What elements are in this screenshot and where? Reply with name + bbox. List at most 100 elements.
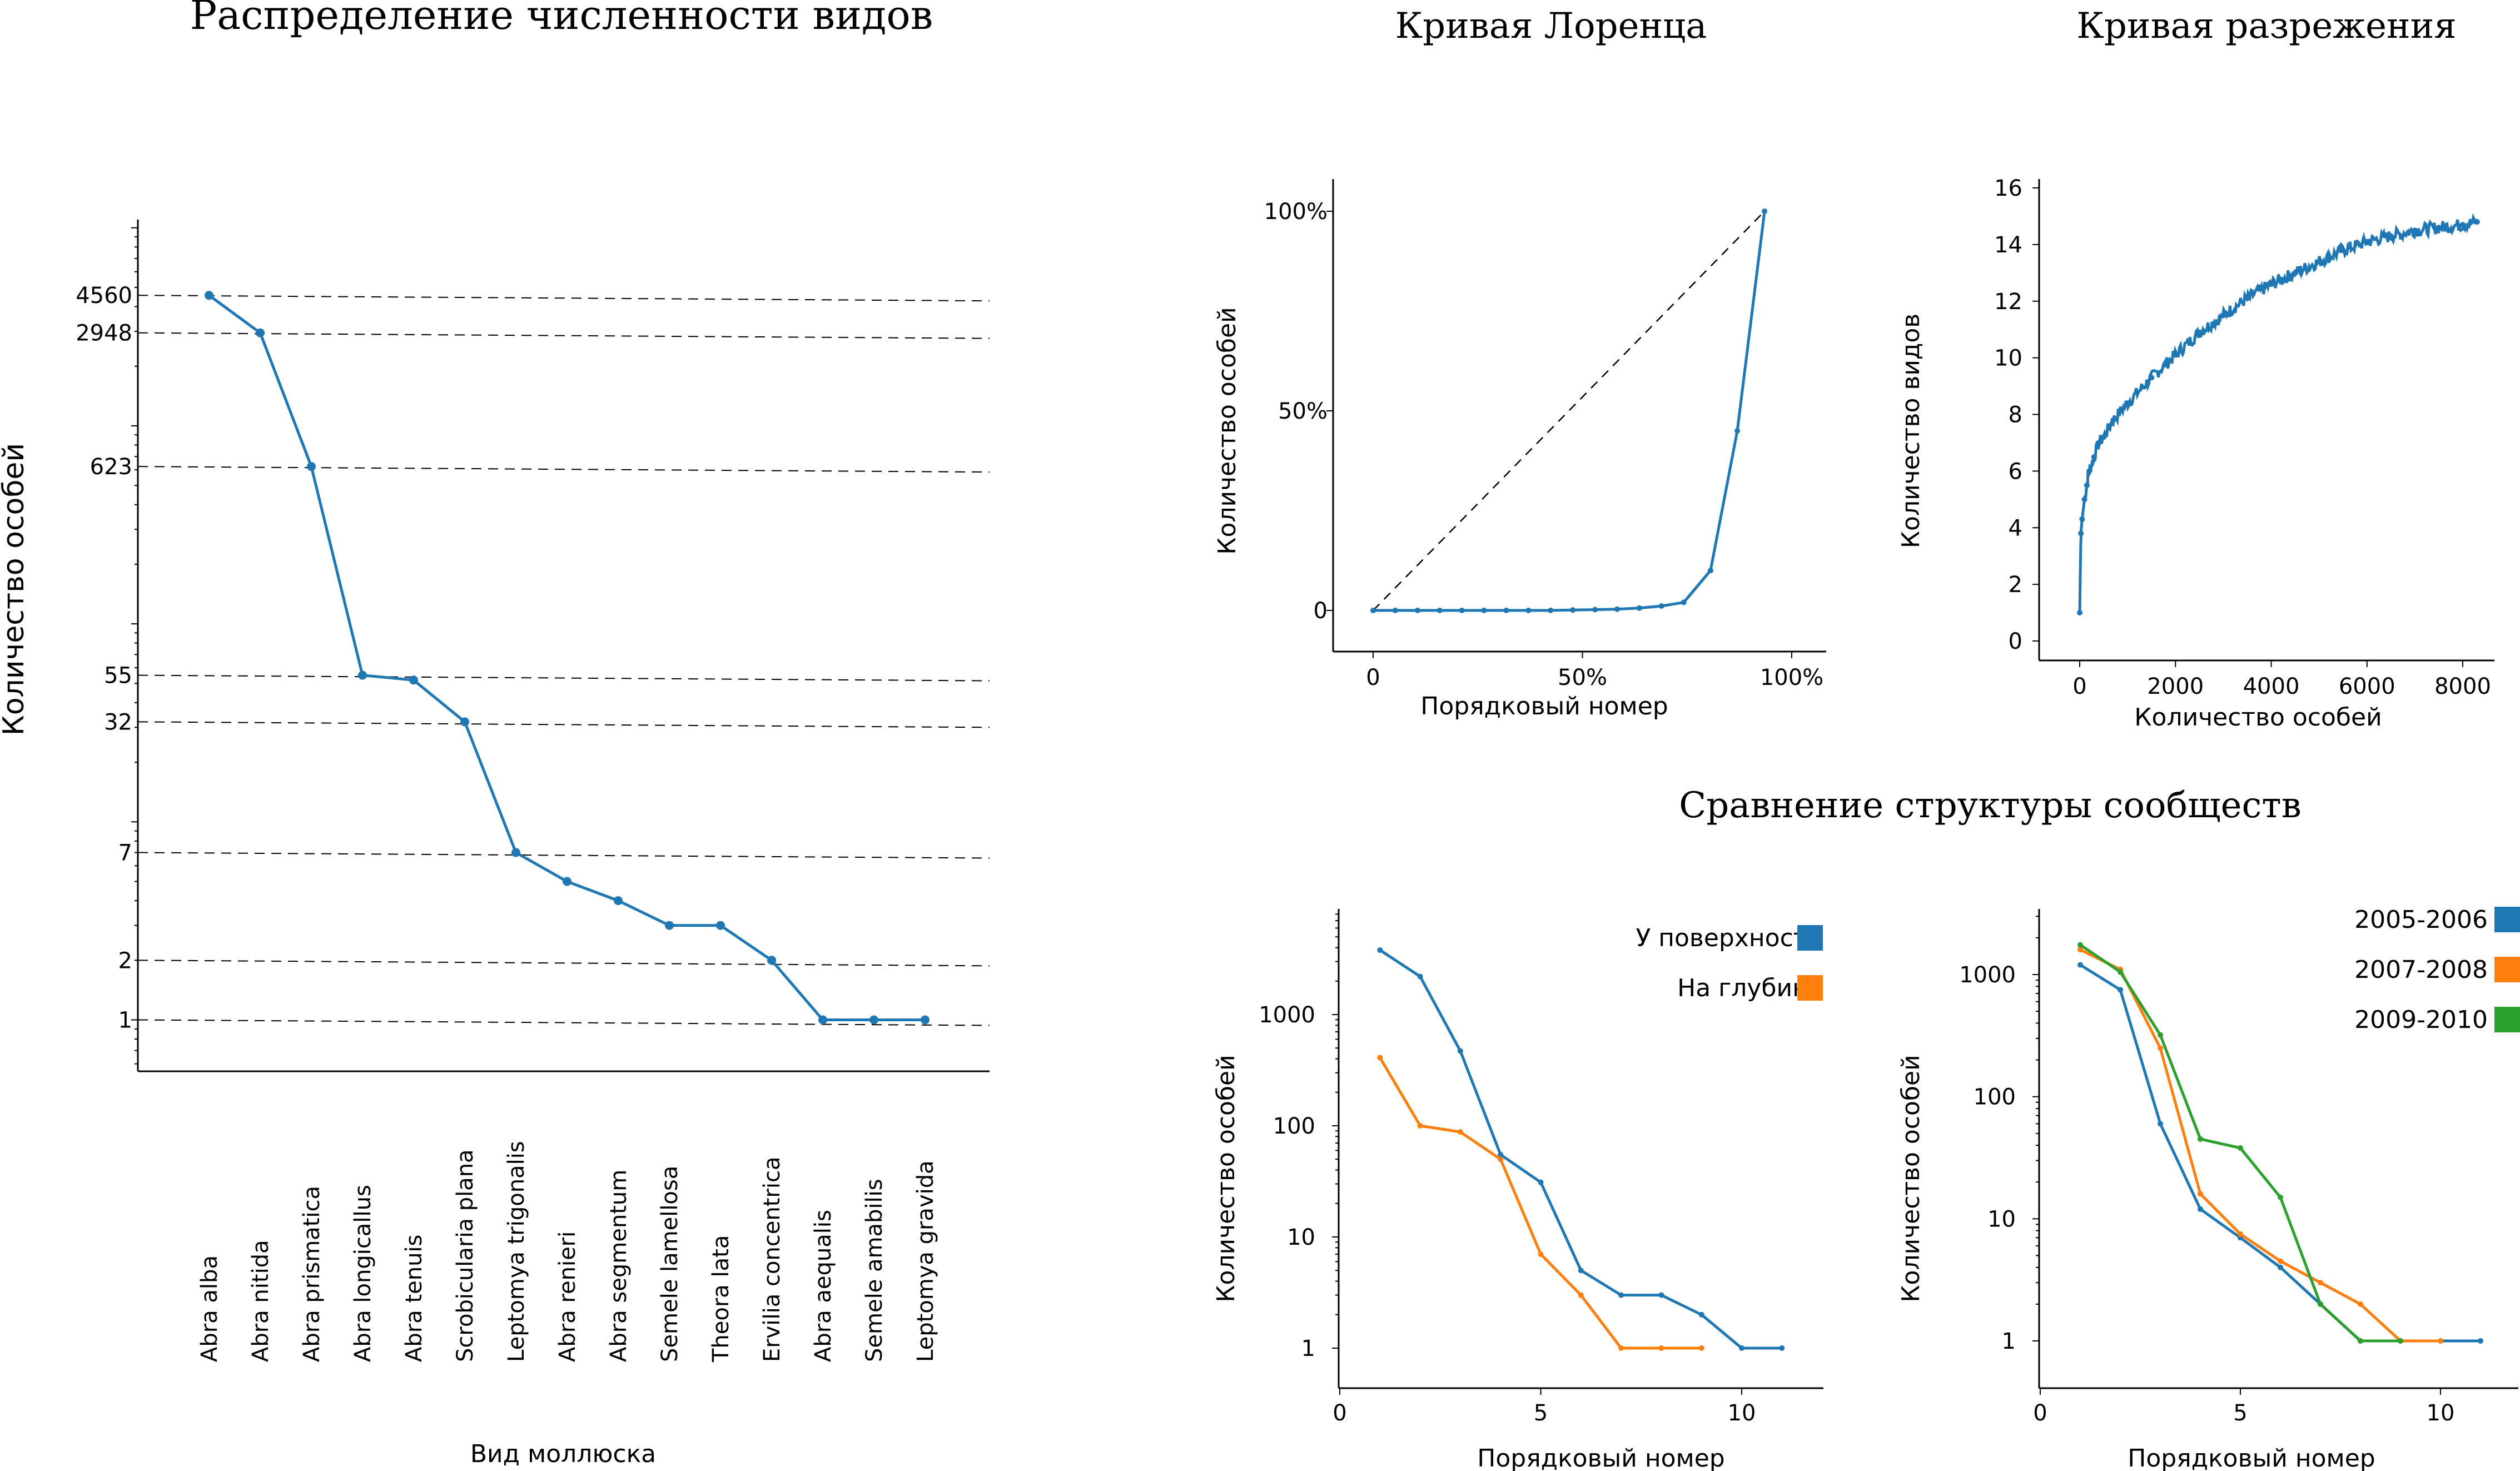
rarefaction-data-point: [2340, 247, 2346, 254]
years-data-point: [2198, 1191, 2203, 1197]
lorenz-data-point: [1459, 608, 1465, 613]
years-data-point: [2198, 1206, 2203, 1212]
years-data-point: [2278, 1264, 2283, 1270]
years-y-tick-label: 1000: [1959, 962, 2016, 988]
abundance-chart: 1 2 7 32 55 623 2948 4560 Abra alba Abra nitida Ab…: [76, 220, 990, 1363]
lorenz-data-point: [1570, 607, 1576, 613]
rarefaction-data-point: [2220, 312, 2226, 319]
abundance-x-tick-label: Leptomya trigonalis: [504, 1141, 529, 1362]
abundance-data-point: [921, 1015, 930, 1025]
years-data-point: [2278, 1258, 2283, 1264]
abundance-y-tick-label: 623: [90, 454, 132, 480]
abundance-data-point: [614, 896, 623, 906]
rarefaction-data-point: [2110, 417, 2116, 423]
abundance-x-tick-label: Semele lamellosa: [657, 1166, 683, 1362]
depth-data-point: [1498, 1151, 1504, 1157]
depth-data-point: [1417, 973, 1423, 980]
abundance-x-tick-label: Theora lata: [708, 1235, 734, 1363]
years-x-tick-label: 0: [2033, 1400, 2047, 1426]
rarefaction-xlabel: Количество особей: [2134, 703, 2382, 732]
rarefaction-ylabel: Количество видов: [1897, 314, 1925, 548]
rarefaction-x-tick-label: 8000: [2434, 674, 2491, 699]
years-legend-swatch: [2494, 907, 2520, 932]
lorenz-data-point: [1681, 599, 1687, 605]
abundance-x-tick-label: Semele amabilis: [862, 1179, 887, 1362]
lorenz-data-point: [1481, 608, 1487, 613]
lorenz-data-point: [1636, 605, 1642, 611]
abundance-x-tick-label: Ervilia concentrica: [759, 1157, 785, 1362]
abundance-title: Распределение численности видов: [190, 0, 933, 38]
lorenz-x-tick-label: 100%: [1760, 665, 1823, 690]
rarefaction-data-point: [2244, 295, 2250, 301]
depth-data-point: [1377, 947, 1383, 953]
abundance-data-point: [665, 921, 674, 930]
lorenz-ylabel: Количество особей: [1213, 307, 1241, 554]
lorenz-chart: 0 0 50% 50% 100% 100%: [1264, 179, 1826, 690]
lorenz-xlabel: Порядковый номер: [1420, 692, 1668, 720]
lorenz-data-point: [1614, 606, 1620, 612]
lorenz-data-point: [1503, 608, 1509, 613]
abundance-x-tick-label: Scrobicularia plana: [453, 1149, 478, 1362]
years-legend-label: 2005-2006: [2354, 906, 2488, 934]
years-data-point: [2077, 942, 2083, 948]
rarefaction-data-point: [2149, 375, 2155, 381]
lorenz-data-point: [1437, 608, 1443, 613]
years-data-point: [2318, 1301, 2323, 1307]
rarefaction-y-tick-label: 0: [2009, 629, 2022, 654]
rarefaction-data-point: [2101, 434, 2107, 440]
rarefaction-data-point: [2268, 281, 2274, 287]
years-ylabel: Количество особей: [1897, 1055, 1925, 1302]
lorenz-data-point: [1414, 608, 1420, 613]
rarefaction-data-point: [2412, 227, 2418, 233]
depth-x-tick-label: 0: [1333, 1400, 1346, 1426]
abundance-x-tick-label: Abra tenuis: [401, 1235, 427, 1362]
abundance-reference-line: [137, 1019, 990, 1026]
abundance-series-line: [208, 294, 925, 1021]
rarefaction-curve: [2078, 212, 2478, 613]
lorenz-data-point: [1707, 568, 1713, 574]
abundance-xlabel: Вид моллюска: [470, 1440, 656, 1468]
abundance-data-point: [205, 291, 213, 300]
rarefaction-y-tick-label: 2: [2009, 572, 2022, 598]
abundance-x-tick-label: Abra alba: [197, 1255, 222, 1362]
depth-data-point: [1618, 1292, 1624, 1298]
lorenz-y-tick-label: 100%: [1264, 199, 1328, 225]
years-legend-swatch: [2494, 957, 2520, 982]
abundance-data-point: [563, 877, 571, 886]
abundance-x-tick-label: Abra aequalis: [811, 1210, 836, 1362]
rarefaction-x-tick-label: 6000: [2339, 674, 2395, 699]
abundance-data-point: [307, 462, 316, 471]
depth-data-point: [1698, 1311, 1704, 1318]
rarefaction-data-point: [2196, 329, 2203, 335]
depth-x-tick-label: 10: [1728, 1400, 1756, 1426]
rarefaction-data-point: [2474, 219, 2480, 225]
years-data-point: [2118, 969, 2123, 975]
years-y-tick-label: 1: [2002, 1329, 2016, 1354]
years-data-point: [2238, 1145, 2243, 1151]
lorenz-x-tick-label: 50%: [1558, 665, 1607, 690]
depth-y-tick-label: 1000: [1259, 1002, 1315, 1028]
years-series-line: [2079, 948, 2441, 1343]
years-xlabel: Порядковый номер: [2128, 1444, 2375, 1471]
abundance-x-tick-label: Abra nitida: [248, 1240, 274, 1362]
lorenz-curve: [1373, 211, 1766, 612]
years-data-point: [2158, 1032, 2163, 1038]
abundance-x-tick-label: Leptomya gravida: [913, 1160, 938, 1362]
depth-data-point: [1377, 1055, 1383, 1061]
lorenz-title: Кривая Лоренца: [1395, 6, 1707, 47]
rarefaction-data-point: [2388, 233, 2394, 239]
depth-data-point: [1538, 1251, 1544, 1257]
years-data-point: [2077, 947, 2083, 953]
abundance-y-tick-label: 1: [118, 1008, 132, 1033]
years-legend-label: 2007-2008: [2354, 956, 2488, 984]
depth-series-line: [1379, 948, 1782, 1350]
rarefaction-x-tick-label: 2000: [2147, 674, 2204, 699]
years-series-line: [2079, 943, 2400, 1343]
depth-data-point: [1417, 1123, 1423, 1129]
rarefaction-y-tick-label: 8: [2009, 402, 2022, 428]
depth-y-tick-label: 100: [1273, 1114, 1315, 1139]
lorenz-data-point: [1525, 608, 1532, 613]
lorenz-data-point: [1762, 208, 1768, 214]
